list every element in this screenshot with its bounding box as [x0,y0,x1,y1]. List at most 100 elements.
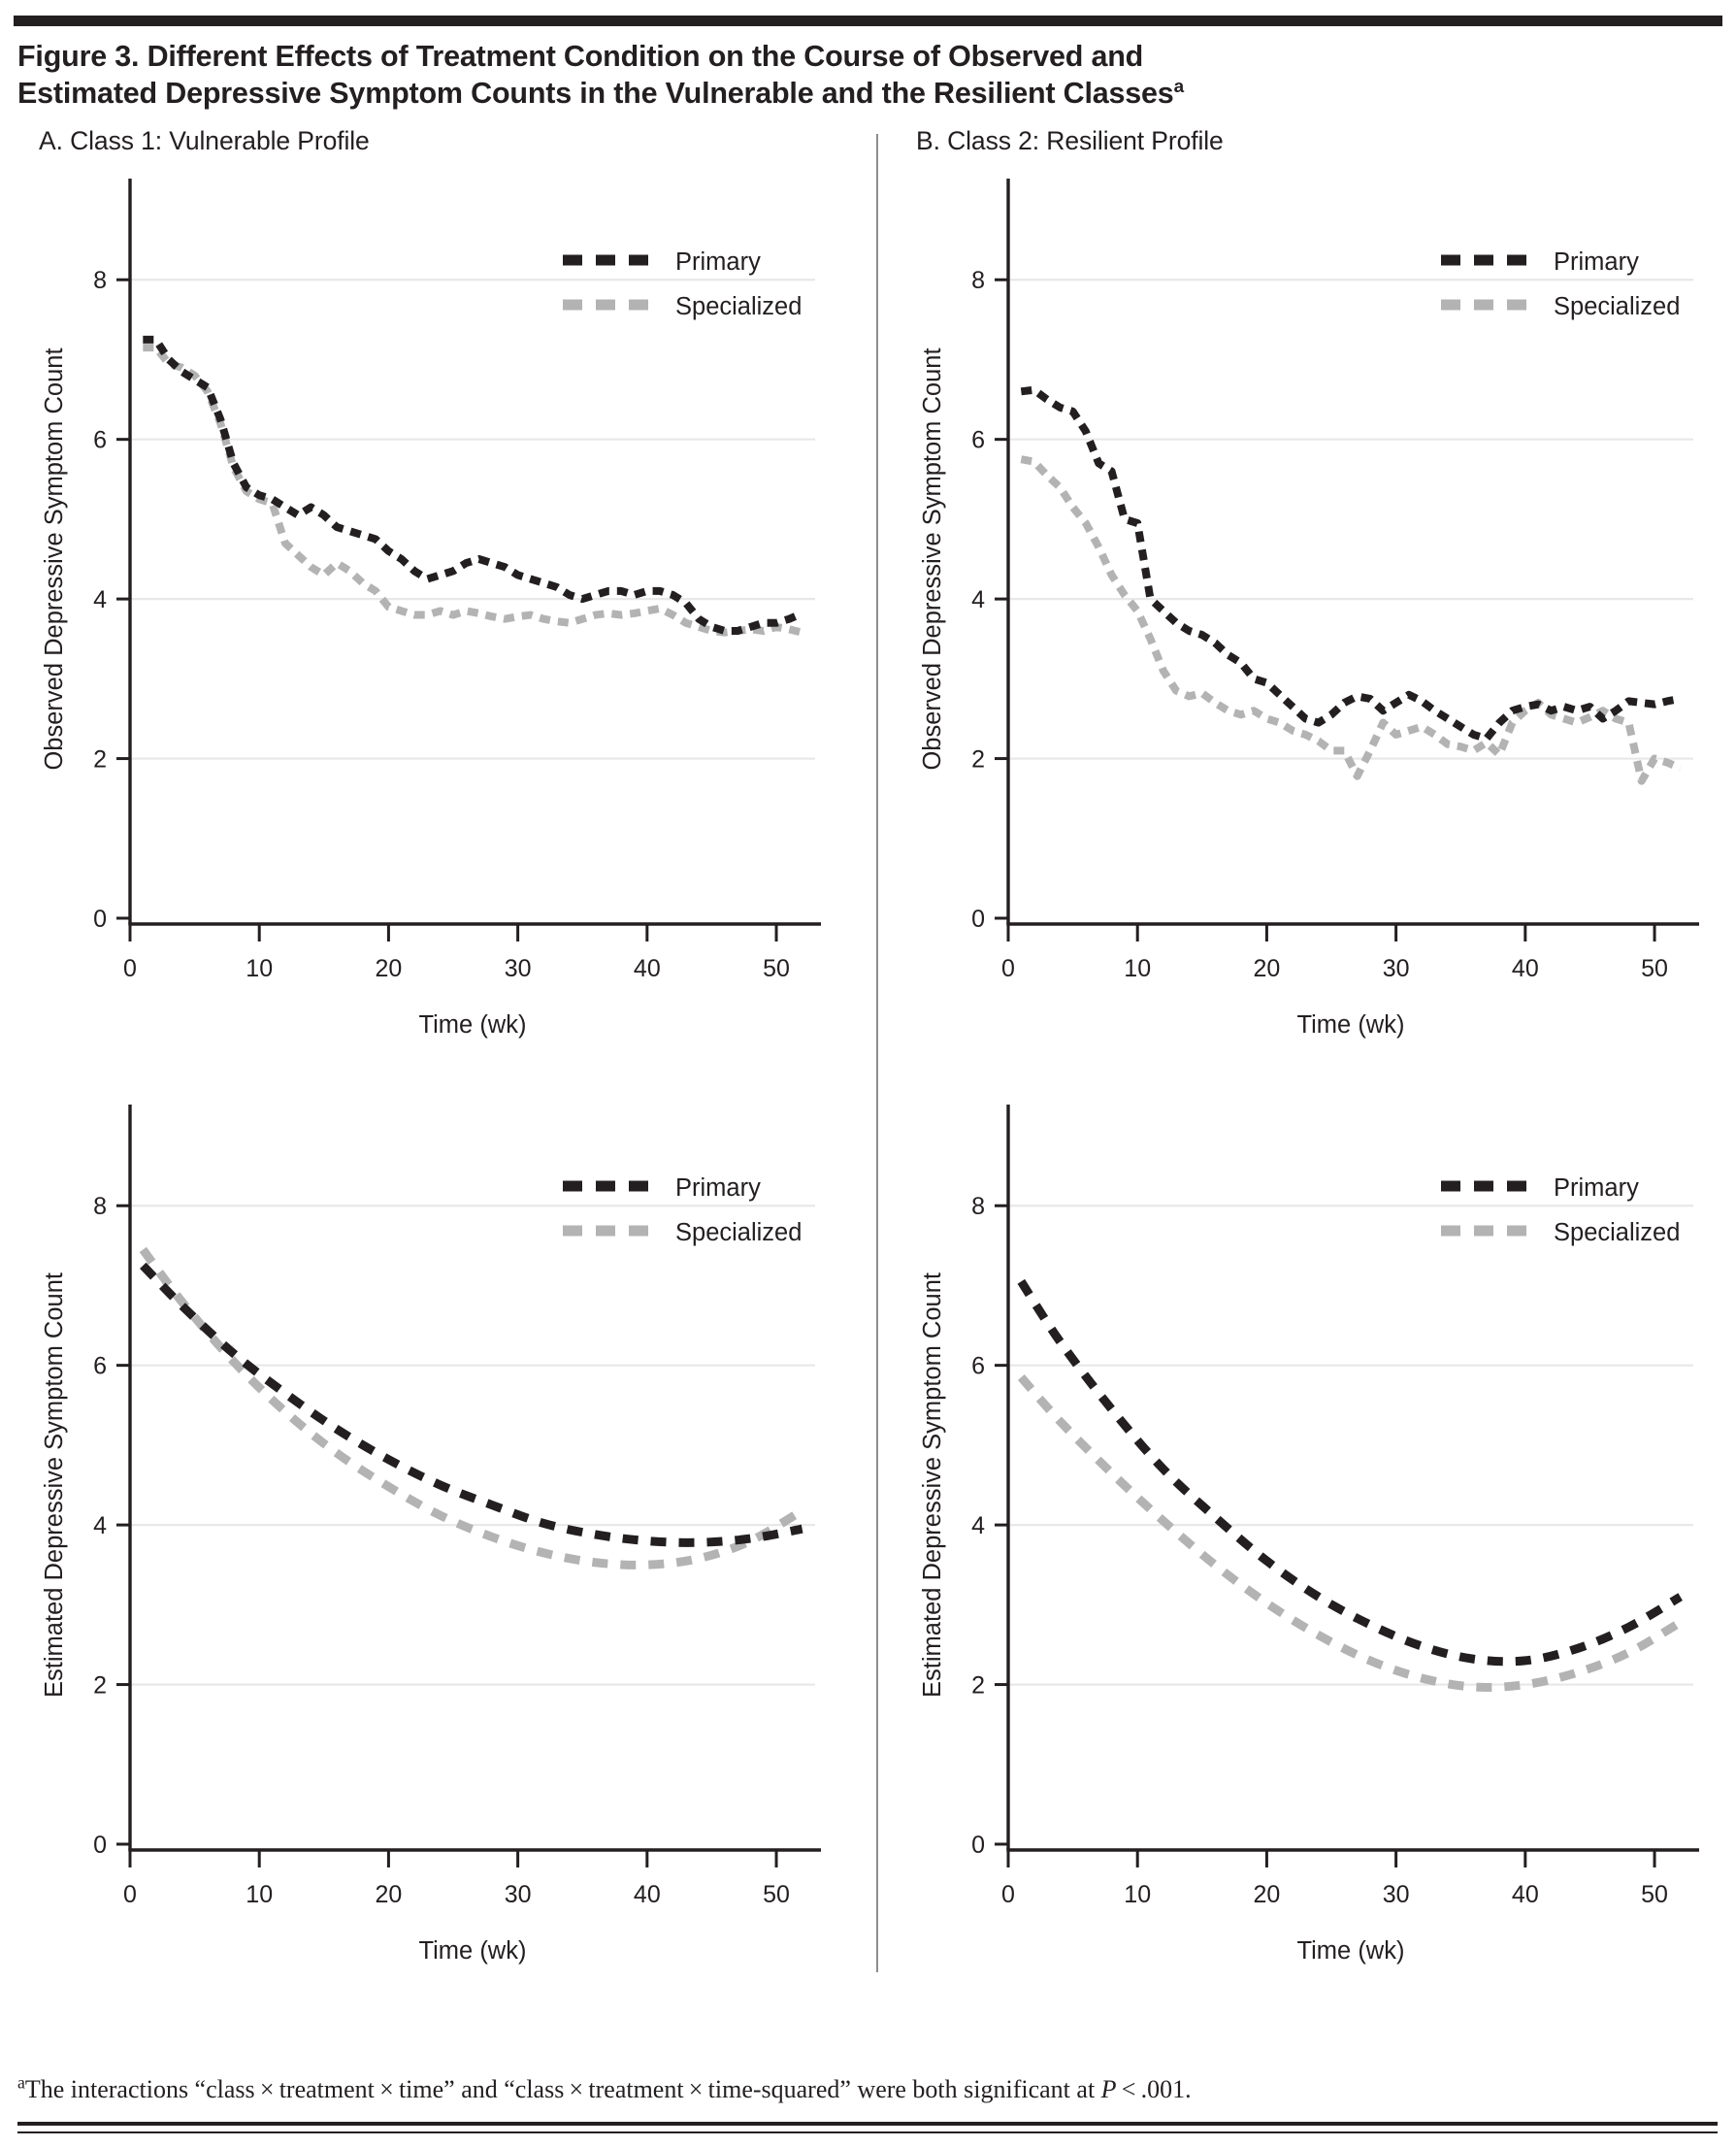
gridlines [130,1204,815,1686]
panel-divider [876,133,878,1972]
chart-panel-a-observed: 0 2 4 6 8 0 10 20 30 40 50 Time (wk) Observed Depres… [14,161,844,1064]
y-tick-label: 0 [971,1832,985,1859]
y-tick-label: 8 [93,1193,107,1220]
x-tick-label: 10 [1124,955,1151,982]
chart-legend: Primary Specialized [563,248,802,320]
legend-label-specialized: Specialized [1554,293,1680,320]
y-tick-label: 2 [93,1671,107,1699]
x-tick-label: 40 [634,1881,661,1908]
x-axis-title: Time (wk) [419,1937,527,1965]
series-line-primary [143,335,804,635]
footnote-text-part-2: < .001. [1116,2075,1192,2103]
legend-label-primary: Primary [675,1174,761,1202]
y-axis-title: Observed Depressive Symptom Count [919,347,946,770]
x-tick-label: 50 [763,1881,790,1908]
x-tick-label: 40 [1512,955,1539,982]
x-tick-label: 50 [763,955,790,982]
x-tick-label: 40 [634,955,661,982]
y-tick-label: 4 [971,586,985,613]
chart-svg-panel-b-estimated: 0 2 4 6 8 0 10 20 30 40 50 Time (wk) Estimated Depre… [919,1104,1699,1965]
chart-legend: Primary Specialized [563,1174,802,1246]
x-tick-label: 20 [376,1881,403,1908]
y-axis-ticks: 0 2 4 6 8 [971,267,1008,933]
x-tick-label: 10 [1124,1881,1151,1908]
chart-panel-a-estimated: 0 2 4 6 8 0 10 20 30 40 50 Time (wk) Estimated Depre… [14,1087,844,1990]
x-tick-label: 20 [1254,1881,1281,1908]
y-tick-label: 2 [93,745,107,773]
x-axis-title: Time (wk) [1297,1011,1405,1039]
x-tick-label: 30 [505,1881,532,1908]
y-axis-ticks: 0 2 4 6 8 [93,1193,130,1859]
y-axis-ticks: 0 2 4 6 8 [93,267,130,933]
x-tick-label: 30 [1383,1881,1410,1908]
chart-legend: Primary Specialized [1441,1174,1680,1246]
x-tick-label: 0 [123,955,137,982]
y-tick-label: 0 [93,906,107,933]
y-tick-label: 8 [93,267,107,294]
figure-title-text: Figure 3. Different Effects of Treatment… [17,40,1174,111]
y-tick-label: 6 [93,1353,107,1380]
x-tick-label: 0 [1001,955,1015,982]
gridlines [1008,278,1693,760]
footnote-p-symbol: P [1100,2075,1117,2103]
y-tick-label: 4 [93,1512,107,1539]
chart-svg-panel-a-estimated: 0 2 4 6 8 0 10 20 30 40 50 Time (wk) Estimated Depre… [41,1104,821,1965]
legend-label-specialized: Specialized [675,1219,802,1246]
y-tick-label: 8 [971,1193,985,1220]
y-tick-label: 2 [971,745,985,773]
figure-title-superscript: a [1173,77,1185,98]
y-axis-title: Estimated Depressive Symptom Count [41,1272,68,1698]
footnote-text-part-1: The interactions “class × treatment × ti… [24,2075,1101,2103]
chart-svg-panel-a-observed: 0 2 4 6 8 0 10 20 30 40 50 Time (wk) Observed Depres… [41,178,821,1039]
chart-svg-panel-b-observed: 0 2 4 6 8 0 10 20 30 40 50 Time (wk) Observed Depres… [919,178,1699,1039]
x-axis-ticks: 0 10 20 30 40 50 [1001,923,1668,982]
x-tick-label: 10 [246,1881,273,1908]
figure-title: Figure 3. Different Effects of Treatment… [17,38,1269,113]
y-tick-label: 0 [93,1832,107,1859]
series-line-specialized [1020,455,1683,785]
chart-panel-b-estimated: 0 2 4 6 8 0 10 20 30 40 50 Time (wk) Estimated Depre… [892,1087,1722,1990]
series-line-specialized [1017,1373,1683,1692]
bottom-rule-thick [17,2122,1718,2126]
y-axis-title: Observed Depressive Symptom Count [41,347,68,770]
legend-label-primary: Primary [675,248,761,276]
panel-grid: A. Class 1: Vulnerable Profile B. Class … [14,126,1722,1999]
x-tick-label: 20 [1254,955,1281,982]
y-tick-label: 8 [971,267,985,294]
axes [1006,178,1699,926]
y-tick-label: 4 [93,586,107,613]
legend-label-primary: Primary [1554,248,1639,276]
x-tick-label: 20 [376,955,403,982]
chart-legend: Primary Specialized [1441,248,1680,320]
axes [128,1104,821,1852]
axes [1006,1104,1699,1852]
y-tick-label: 4 [971,1512,985,1539]
y-tick-label: 6 [971,1353,985,1380]
x-tick-label: 0 [1001,1881,1015,1908]
x-tick-label: 40 [1512,1881,1539,1908]
series-line-primary [1017,1278,1683,1667]
series-line-primary [140,1262,803,1547]
footnote: aThe interactions “class × treatment × t… [17,2074,1706,2104]
panel-a-label: A. Class 1: Vulnerable Profile [39,125,370,155]
panel-b-label: B. Class 2: Resilient Profile [916,125,1224,155]
x-axis-ticks: 0 10 20 30 40 50 [123,923,790,982]
x-axis-ticks: 0 10 20 30 40 50 [1001,1849,1668,1908]
series-line-specialized [139,1246,804,1569]
x-tick-label: 30 [1383,955,1410,982]
y-axis-ticks: 0 2 4 6 8 [971,1193,1008,1859]
y-tick-label: 6 [971,427,985,454]
figure-container: Figure 3. Different Effects of Treatment… [0,16,1736,2147]
y-axis-title: Estimated Depressive Symptom Count [919,1272,946,1698]
gridlines [130,278,815,760]
legend-label-specialized: Specialized [675,293,802,320]
y-tick-label: 0 [971,906,985,933]
x-tick-label: 30 [505,955,532,982]
gridlines [1008,1204,1693,1686]
y-tick-label: 6 [93,427,107,454]
series-line-primary [1020,385,1682,743]
x-axis-ticks: 0 10 20 30 40 50 [123,1849,790,1908]
x-tick-label: 50 [1641,955,1668,982]
bottom-rule-thin [17,2131,1718,2133]
series-line-specialized [143,343,803,637]
